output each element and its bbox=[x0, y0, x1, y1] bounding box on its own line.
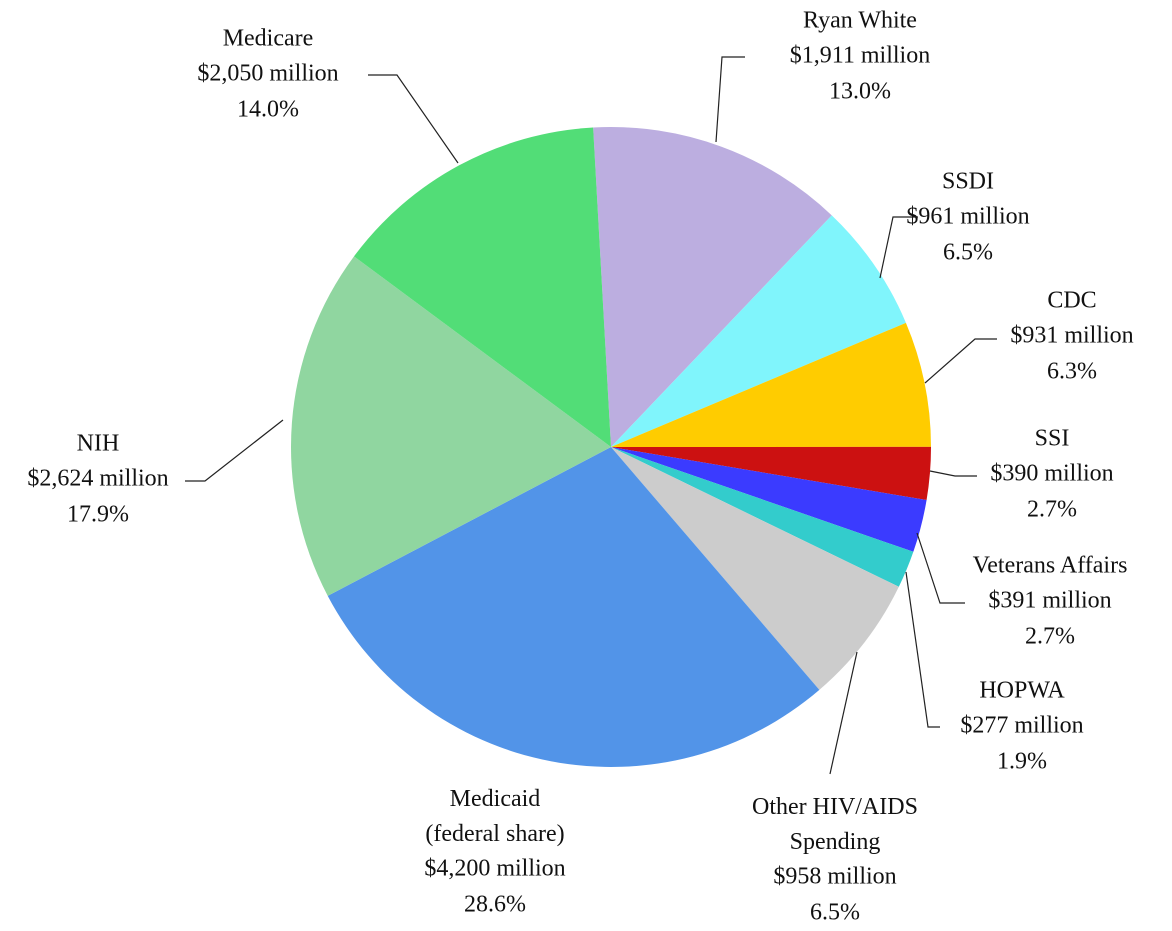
value-label: $2,624 million bbox=[27, 466, 168, 492]
percentage-label: 6.5% bbox=[810, 900, 860, 926]
slice-label: CDC bbox=[1047, 288, 1096, 314]
pie-slice bbox=[611, 446, 932, 501]
pie-slice bbox=[611, 447, 914, 587]
slice-label: Medicare bbox=[223, 26, 314, 52]
leader-line bbox=[879, 216, 918, 279]
percentage-label: 13.0% bbox=[829, 79, 891, 105]
pie-slice bbox=[291, 256, 611, 596]
slice-label: SSDI bbox=[942, 169, 994, 195]
percentage-label: 1.9% bbox=[997, 749, 1047, 775]
value-label: $390 million bbox=[990, 461, 1113, 487]
pie-slice bbox=[327, 447, 820, 767]
percentage-label: 6.3% bbox=[1047, 359, 1097, 385]
percentage-label: 28.6% bbox=[464, 892, 526, 918]
leader-line bbox=[185, 419, 284, 482]
value-label: $958 million bbox=[773, 864, 896, 890]
leader-line bbox=[829, 651, 858, 775]
percentage-label: 6.5% bbox=[943, 240, 993, 266]
value-label: $277 million bbox=[960, 713, 1083, 739]
slice-label: Veterans Affairs bbox=[973, 553, 1128, 579]
value-label: $931 million bbox=[1010, 323, 1133, 349]
value-label: $391 million bbox=[988, 588, 1111, 614]
pie-slice bbox=[611, 447, 927, 552]
pie-slice bbox=[593, 127, 832, 447]
slice-label: HOPWA bbox=[979, 678, 1065, 704]
slice-label: NIH bbox=[77, 431, 120, 457]
percentage-label: 14.0% bbox=[237, 97, 299, 123]
slice-label: Ryan White bbox=[803, 8, 917, 34]
leader-line bbox=[905, 571, 940, 728]
leader-line bbox=[924, 338, 997, 384]
value-label: $2,050 million bbox=[197, 61, 338, 87]
slice-label: Other HIV/AIDS Spending bbox=[752, 794, 918, 855]
value-label: $1,911 million bbox=[790, 43, 930, 69]
pie-slice bbox=[611, 322, 931, 447]
percentage-label: 17.9% bbox=[67, 502, 129, 528]
value-label: $961 million bbox=[906, 204, 1029, 230]
slice-label: SSI bbox=[1035, 426, 1070, 452]
leader-line bbox=[929, 470, 977, 477]
leader-line bbox=[368, 74, 459, 164]
percentage-label: 2.7% bbox=[1025, 624, 1075, 650]
leader-line bbox=[916, 532, 965, 604]
pie-slice bbox=[611, 447, 899, 690]
pie-slice bbox=[611, 215, 906, 447]
value-label: $4,200 million bbox=[424, 856, 565, 882]
slice-label: Medicaid (federal share) bbox=[425, 786, 564, 847]
leader-line bbox=[715, 56, 745, 143]
percentage-label: 2.7% bbox=[1027, 497, 1077, 523]
pie-slice bbox=[354, 127, 611, 447]
